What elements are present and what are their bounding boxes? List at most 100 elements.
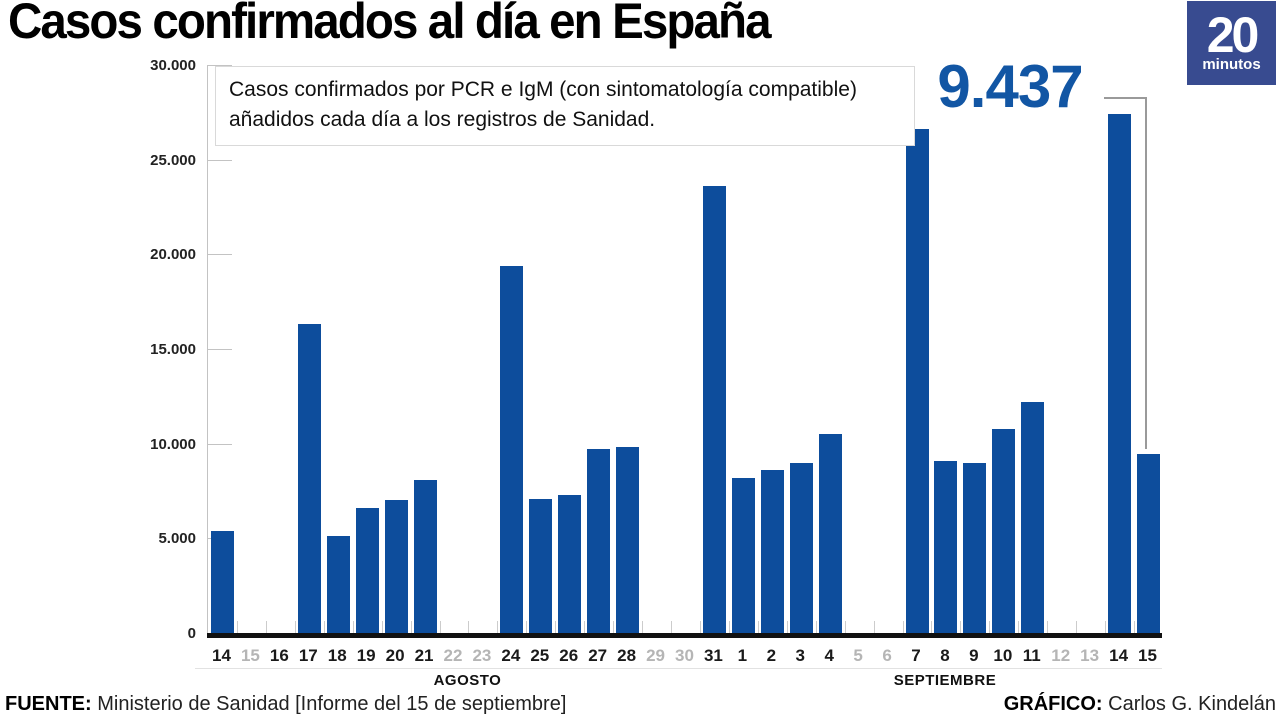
day-slot-tick: [439, 621, 441, 633]
day-label-agosto-16: 16: [269, 646, 289, 665]
bar-septiembre-2: [760, 470, 784, 633]
day-label-septiembre-14: 14: [1109, 646, 1129, 665]
bar-septiembre-15: [1137, 454, 1161, 633]
brand-logo-number: 20: [1206, 7, 1260, 63]
day-label-septiembre-7: 7: [911, 646, 921, 665]
day-label-agosto-17: 17: [298, 646, 318, 665]
y-tick-mark: [207, 254, 232, 256]
day-slot-tick: [728, 621, 730, 633]
day-label-septiembre-15: 15: [1138, 646, 1157, 665]
day-slot-tick: [642, 621, 644, 633]
day-slot-tick: [526, 621, 528, 633]
y-tick-label: 30.000: [150, 57, 196, 74]
day-label-agosto-27: 27: [588, 646, 608, 665]
source-text: Ministerio de Sanidad [Informe del 15 de…: [91, 693, 567, 715]
callout-line-vertical: [1145, 97, 1147, 449]
bar-agosto-20: [384, 500, 408, 633]
day-label-agosto-23: 23: [472, 646, 492, 665]
bar-agosto-24: [500, 266, 524, 633]
day-slot-tick: [265, 621, 267, 633]
day-slot-tick: [844, 621, 846, 633]
day-label-agosto-24: 24: [501, 646, 521, 665]
day-label-septiembre-5: 5: [853, 646, 863, 665]
day-slot-tick: [786, 621, 788, 633]
bar-septiembre-1: [731, 478, 755, 633]
day-slot-tick: [931, 621, 933, 633]
day-slot-tick: [381, 621, 383, 633]
day-slot-tick: [989, 621, 991, 633]
day-label-septiembre-6: 6: [882, 646, 892, 665]
chart-annotation: Casos confirmados por PCR e IgM (con sin…: [215, 66, 915, 146]
bar-septiembre-14: [1108, 114, 1132, 633]
day-label-septiembre-10: 10: [993, 646, 1013, 665]
day-slot-tick: [410, 621, 412, 633]
day-label-septiembre-9: 9: [969, 646, 979, 665]
highlight-value-label: 9.437: [937, 53, 1083, 120]
day-slot-tick: [960, 621, 962, 633]
day-slot-tick: [1076, 621, 1078, 633]
bar-agosto-28: [616, 447, 640, 633]
bar-septiembre-3: [789, 463, 813, 633]
day-label-agosto-29: 29: [646, 646, 665, 665]
plot-area: [207, 65, 1162, 633]
bar-agosto-17: [297, 324, 321, 633]
day-label-septiembre-2: 2: [766, 646, 777, 665]
day-label-agosto-19: 19: [356, 646, 376, 665]
day-slot-tick: [236, 621, 238, 633]
x-axis-baseline: [207, 633, 1162, 638]
y-tick-mark: [207, 159, 232, 161]
day-label-agosto-30: 30: [675, 646, 694, 665]
day-slot-tick: [873, 621, 875, 633]
day-slot-tick: [294, 621, 296, 633]
day-slot-tick: [497, 621, 499, 633]
day-slot-tick: [1047, 621, 1049, 633]
y-tick-label: 0: [187, 625, 196, 642]
bar-agosto-27: [587, 449, 611, 633]
day-label-agosto-21: 21: [414, 646, 434, 665]
day-slot-tick: [468, 621, 470, 633]
month-label-septiembre: SEPTIEMBRE: [893, 672, 997, 689]
day-slot-tick: [699, 621, 701, 633]
day-slot-tick: [352, 621, 354, 633]
brand-logo-word: minutos: [1202, 56, 1261, 73]
day-label-agosto-14: 14: [212, 646, 231, 665]
bar-agosto-21: [413, 480, 437, 633]
graphic-credit: GRÁFICO: Carlos G. Kindelán: [1004, 693, 1276, 716]
bar-septiembre-7: [905, 129, 929, 633]
day-slot-tick: [757, 621, 759, 633]
y-tick-mark: [207, 349, 232, 350]
y-tick-label: 20.000: [150, 246, 196, 264]
bar-septiembre-11: [1021, 402, 1045, 633]
y-tick-mark: [207, 443, 232, 445]
day-slot-tick: [584, 621, 586, 633]
y-tick-label: 10.000: [150, 435, 196, 453]
y-tick-label: 25.000: [150, 151, 196, 169]
day-slot-tick: [1105, 621, 1107, 633]
day-label-agosto-31: 31: [703, 646, 723, 665]
bar-agosto-14: [210, 531, 234, 633]
day-slot-tick: [555, 621, 557, 633]
bar-agosto-25: [529, 499, 553, 633]
page-title: Casos confirmados al día en España: [8, 0, 772, 49]
day-slot-tick: [323, 621, 325, 633]
day-slot-tick: [902, 621, 904, 633]
day-label-septiembre-12: 12: [1051, 646, 1071, 665]
day-label-agosto-22: 22: [443, 646, 463, 665]
day-label-agosto-28: 28: [617, 646, 637, 665]
day-label-agosto-25: 25: [530, 646, 550, 665]
day-slot-tick: [815, 621, 817, 633]
bar-agosto-26: [558, 495, 582, 633]
day-label-septiembre-8: 8: [940, 646, 950, 665]
day-label-agosto-26: 26: [559, 646, 579, 665]
day-slot-tick: [1134, 621, 1136, 633]
callout-line-horizontal: [1104, 97, 1147, 99]
bar-agosto-31: [702, 186, 726, 633]
day-slot-tick: [1018, 621, 1020, 633]
day-slot-tick: [613, 621, 615, 633]
day-label-septiembre-3: 3: [795, 646, 805, 665]
day-label-agosto-18: 18: [327, 646, 347, 665]
day-label-agosto-15: 15: [240, 646, 260, 665]
month-label-agosto: AGOSTO: [433, 672, 502, 689]
source-label: FUENTE:: [5, 693, 92, 715]
